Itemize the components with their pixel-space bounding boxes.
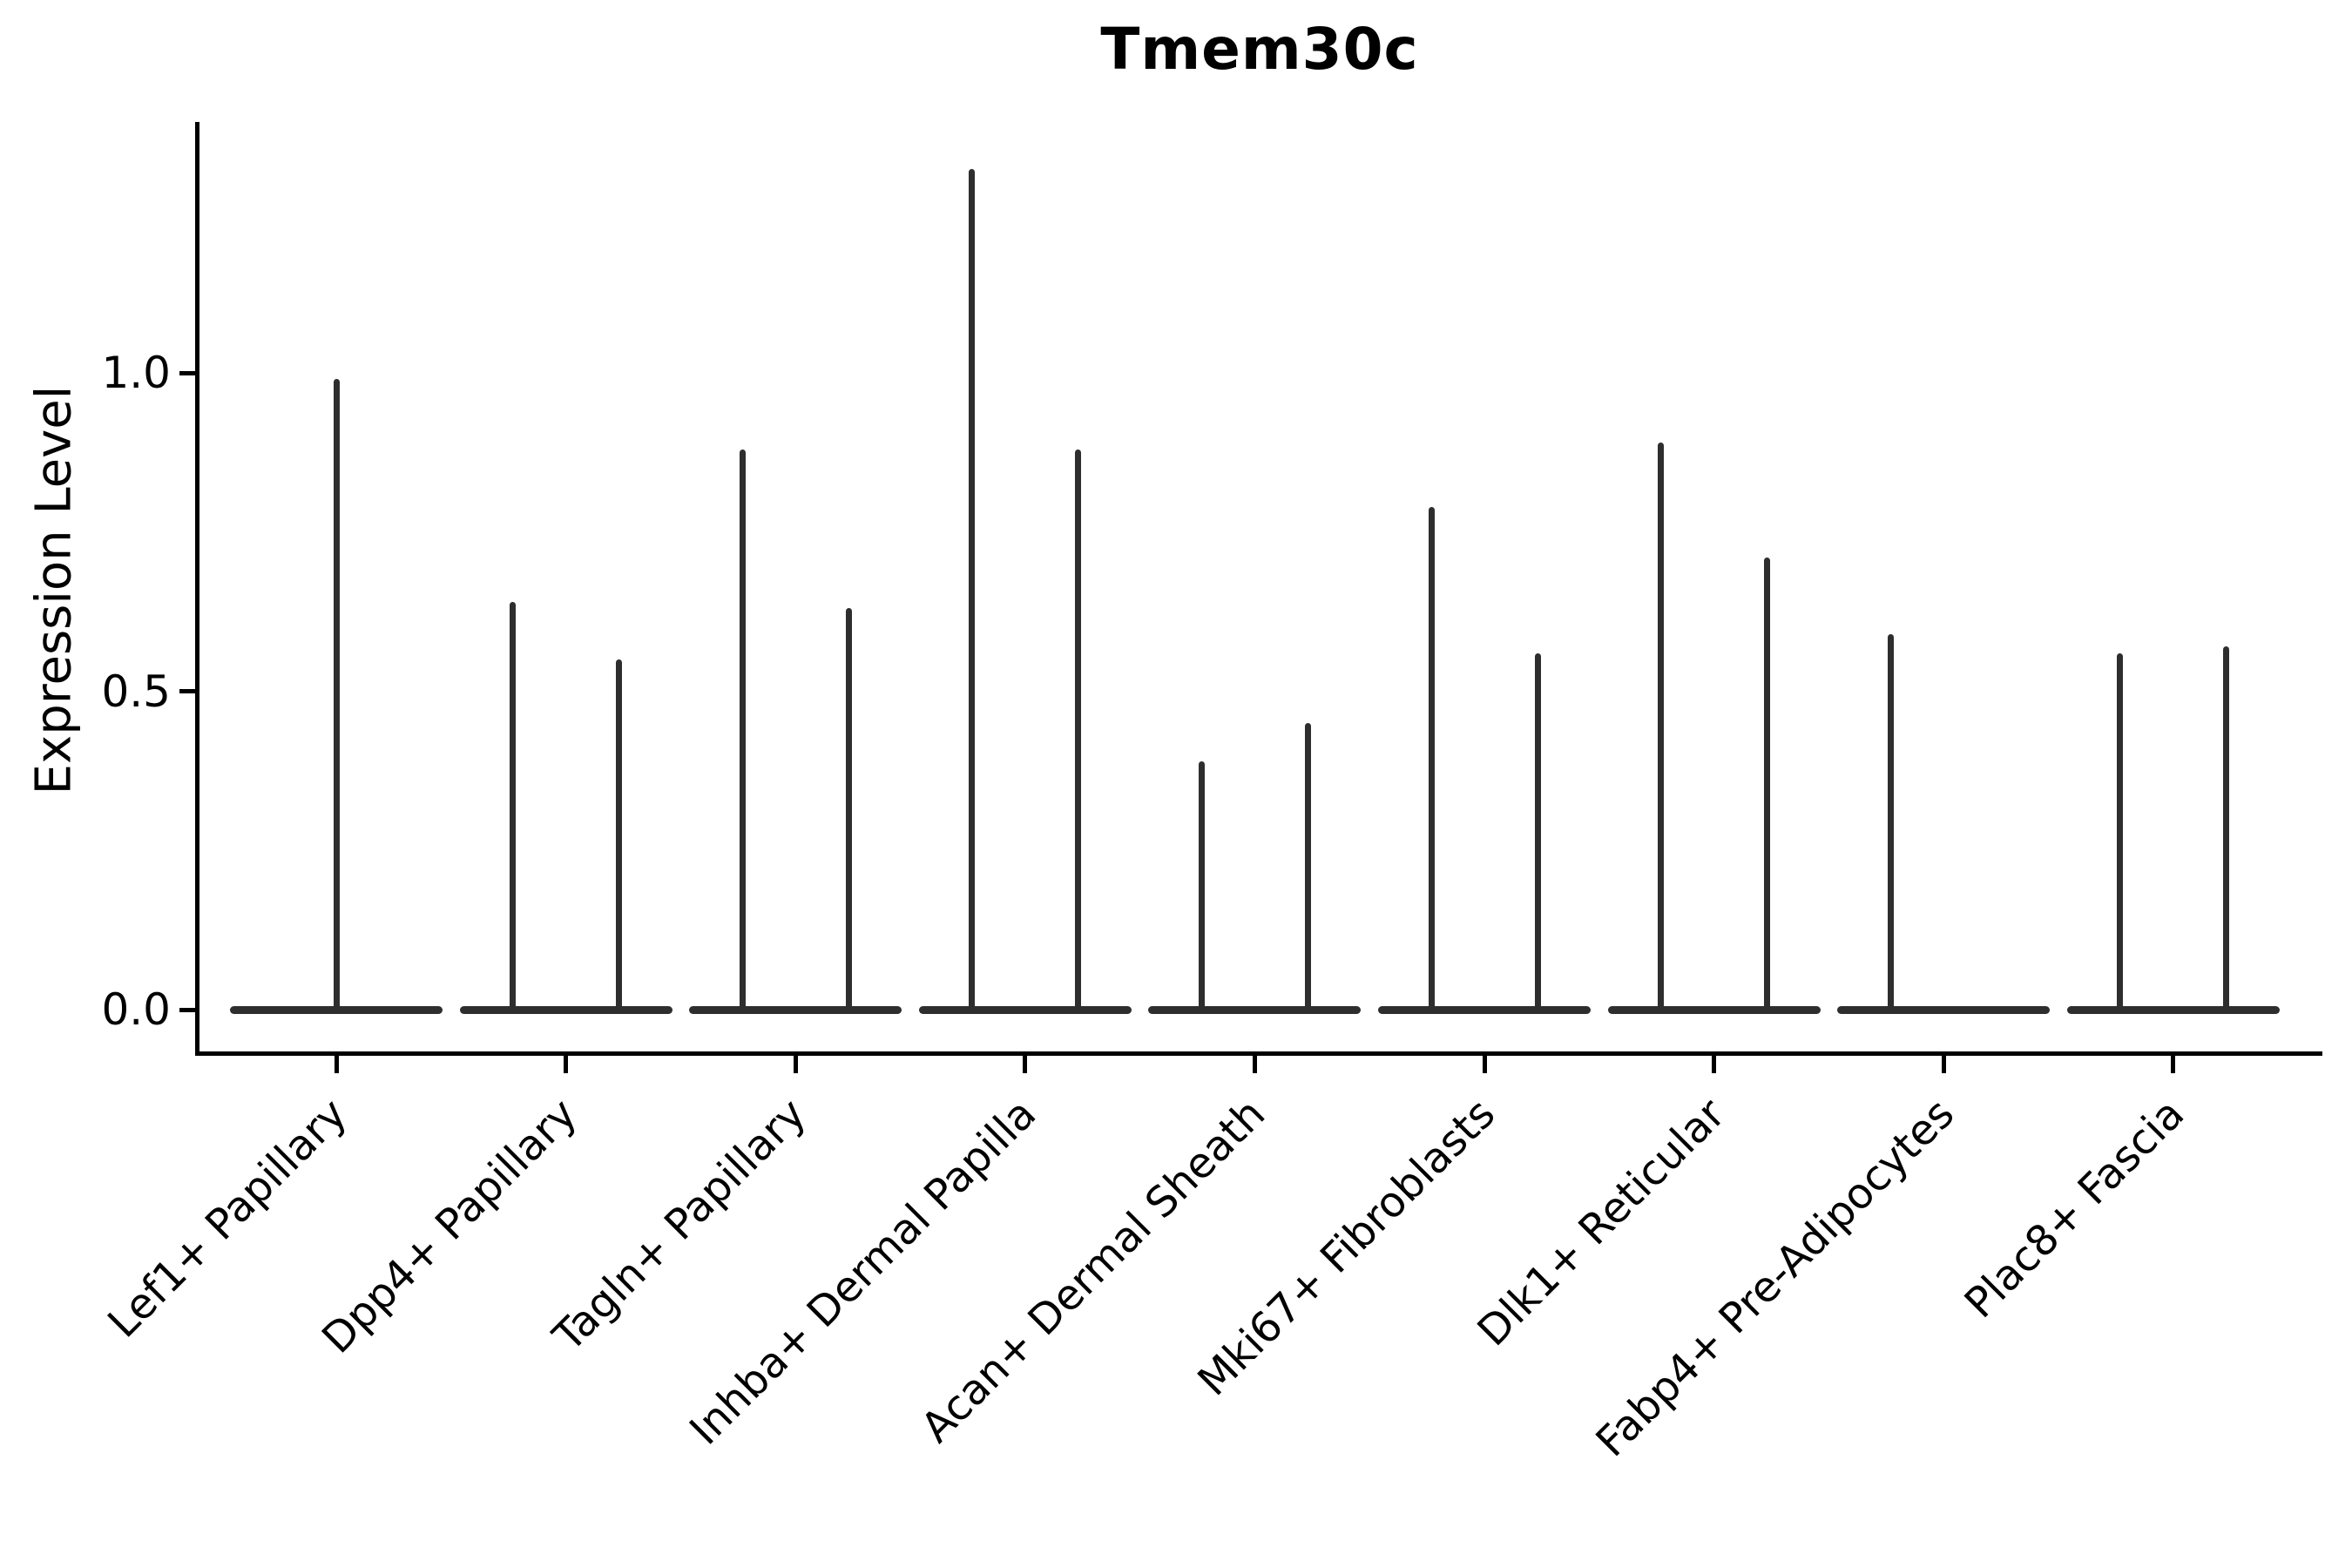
violin-baseline [459, 1005, 672, 1014]
y-axis-spine [195, 122, 199, 1056]
x-tick-mark [1712, 1056, 1717, 1073]
violin-spike [739, 449, 746, 1012]
violin-spike [1075, 449, 1082, 1012]
violin-baseline [1607, 1005, 1821, 1014]
violin-spike [1658, 443, 1665, 1012]
violin-baseline [1148, 1005, 1362, 1014]
x-tick-mark [564, 1056, 569, 1073]
violin-baseline [918, 1005, 1132, 1014]
violin-spike [1304, 723, 1311, 1012]
y-axis-label: Expression Level [25, 385, 83, 795]
violin-spike [845, 608, 852, 1012]
y-tick-mark [179, 1007, 195, 1012]
x-tick-mark [1941, 1056, 1946, 1073]
x-axis-spine [195, 1051, 2322, 1056]
violin-spike [616, 659, 623, 1012]
y-tick-label: 0.5 [101, 666, 171, 717]
violin-baseline [689, 1005, 902, 1014]
violin-spike [969, 169, 976, 1012]
violin-baseline [1837, 1005, 2051, 1014]
violin-baseline [2066, 1005, 2280, 1014]
x-tick-mark [1023, 1056, 1028, 1073]
plot-title: Tmem30c [1100, 16, 1419, 83]
y-tick-mark [179, 689, 195, 693]
violin-spike [1198, 760, 1205, 1012]
x-tick-mark [334, 1056, 339, 1073]
violin-spike [333, 379, 340, 1012]
violin-spike [2117, 652, 2124, 1012]
x-tick-mark [1482, 1056, 1487, 1073]
violin-spike [1887, 633, 1894, 1012]
y-tick-mark [179, 370, 195, 375]
x-tick-mark [1252, 1056, 1257, 1073]
x-tick-mark [793, 1056, 798, 1073]
y-tick-label: 0.0 [101, 984, 171, 1035]
violin-spike [510, 602, 517, 1012]
x-tick-mark [2171, 1056, 2176, 1073]
violin-baseline [1378, 1005, 1591, 1014]
violin-spike [1534, 652, 1541, 1012]
y-tick-label: 1.0 [101, 348, 171, 398]
violin-spike [2223, 646, 2230, 1012]
violin-spike [1428, 506, 1435, 1012]
violin-spike [1764, 557, 1771, 1012]
